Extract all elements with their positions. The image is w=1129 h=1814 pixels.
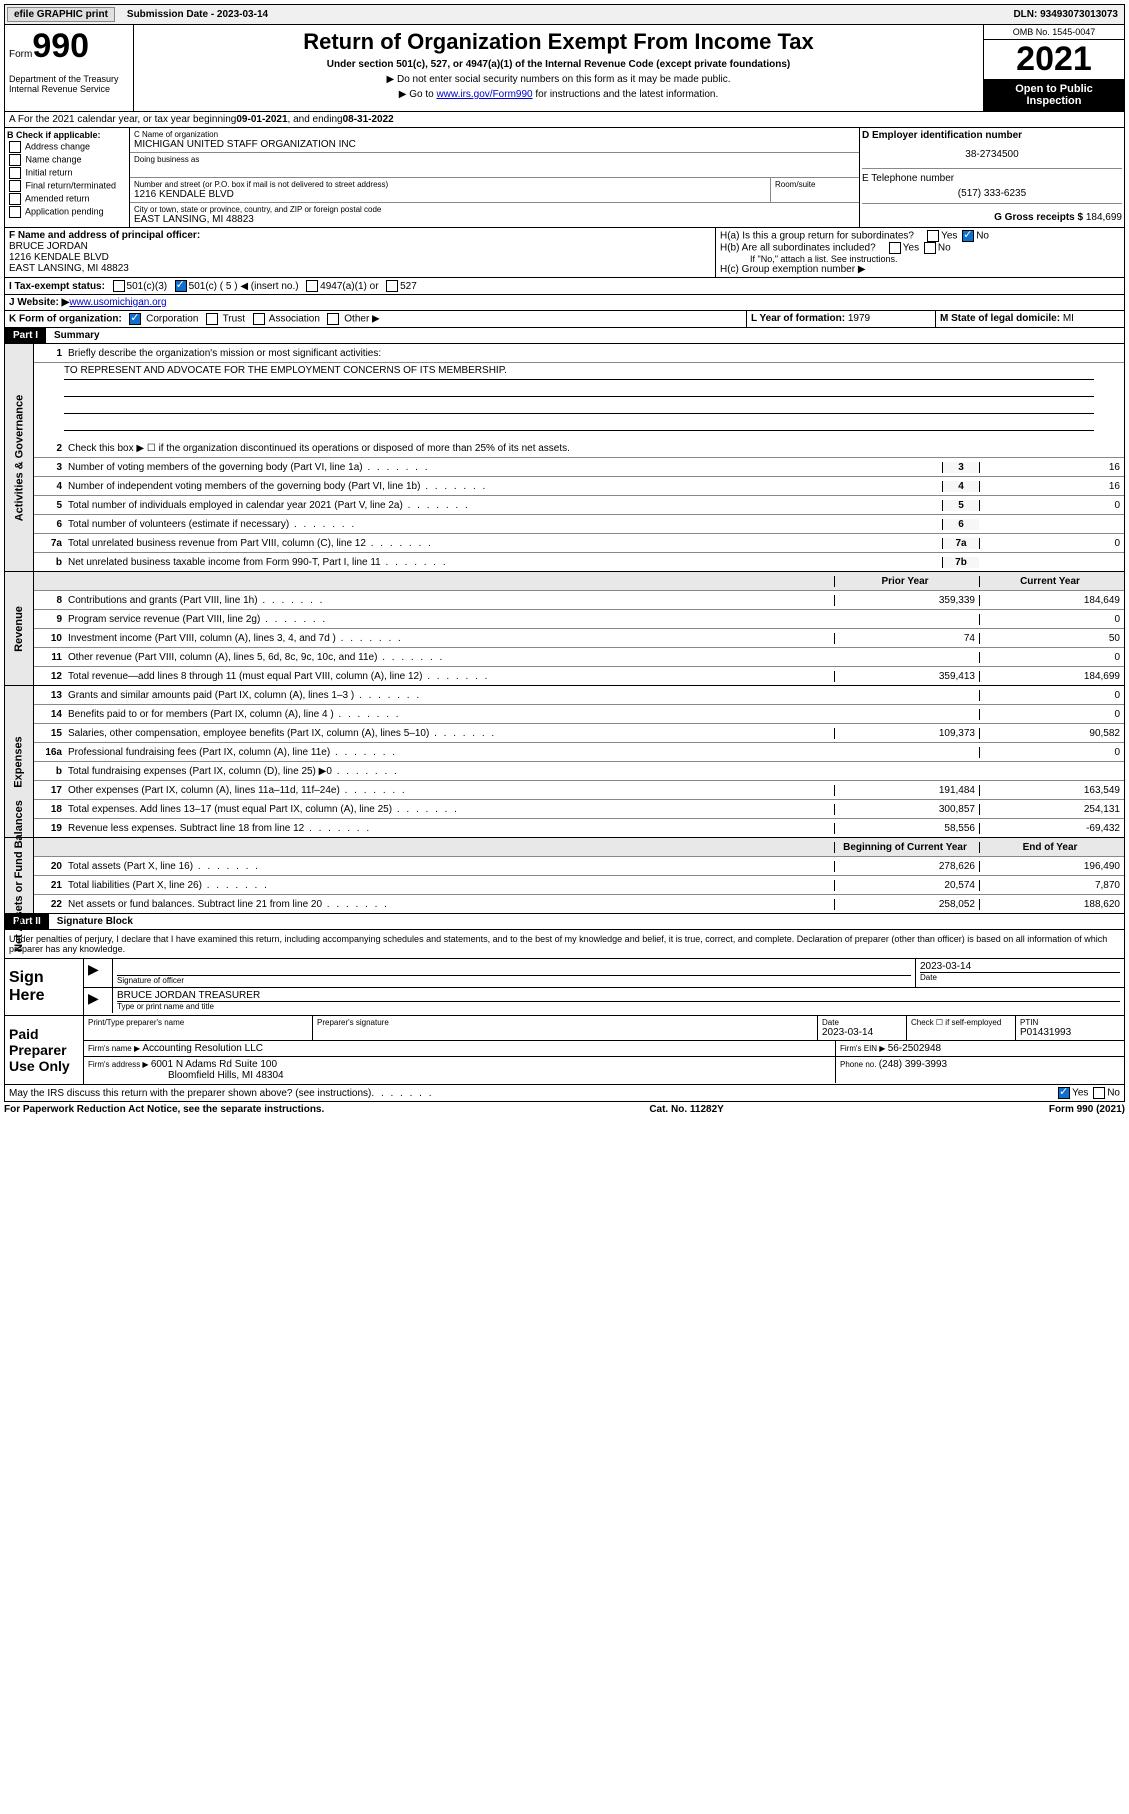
table-row: 7aTotal unrelated business revenue from …: [34, 534, 1124, 553]
irs-discuss-yes-checkbox[interactable]: [1058, 1087, 1070, 1099]
org-name: MICHIGAN UNITED STAFF ORGANIZATION INC: [134, 139, 855, 150]
ein-value: 38-2734500: [862, 141, 1122, 168]
declaration-text: Under penalties of perjury, I declare th…: [4, 930, 1125, 959]
table-row: 15Salaries, other compensation, employee…: [34, 724, 1124, 743]
year-box: OMB No. 1545-0047 2021 Open to Public In…: [983, 25, 1124, 111]
ein-phone-box: D Employer identification number 38-2734…: [859, 128, 1124, 227]
submission-date-label: Submission Date - 2023-03-14: [127, 9, 268, 20]
net-assets-section: Net Assets or Fund Balances Beginning of…: [4, 838, 1125, 914]
org-name-address: C Name of organization MICHIGAN UNITED S…: [130, 128, 859, 227]
tax-exempt-status-row: I Tax-exempt status: 501(c)(3) 501(c) ( …: [4, 278, 1125, 295]
table-row: 11Other revenue (Part VIII, column (A), …: [34, 648, 1124, 667]
identity-block: B Check if applicable: Address change Na…: [4, 128, 1125, 228]
arrow-icon: ▶: [84, 988, 113, 1013]
website-link[interactable]: www.usomichigan.org: [69, 297, 166, 308]
gross-receipts: 184,699: [1086, 212, 1122, 223]
amended-return-checkbox[interactable]: [9, 193, 21, 205]
may-irs-discuss-row: May the IRS discuss this return with the…: [4, 1085, 1125, 1102]
org-street: 1216 KENDALE BLVD: [134, 189, 766, 200]
preparer-phone: (248) 399-3993: [879, 1059, 947, 1070]
table-row: 13Grants and similar amounts paid (Part …: [34, 686, 1124, 705]
table-row: 22Net assets or fund balances. Subtract …: [34, 895, 1124, 913]
table-row: 21Total liabilities (Part X, line 26)20,…: [34, 876, 1124, 895]
table-row: 3Number of voting members of the governi…: [34, 458, 1124, 477]
table-row: 6Total number of volunteers (estimate if…: [34, 515, 1124, 534]
form-number-box: Form990 Department of the Treasury Inter…: [5, 25, 134, 111]
form-header: Form990 Department of the Treasury Inter…: [4, 25, 1125, 112]
top-toolbar: efile GRAPHIC print Submission Date - 20…: [4, 4, 1125, 25]
officer-group-row: F Name and address of principal officer:…: [4, 228, 1125, 278]
table-row: 10Investment income (Part VIII, column (…: [34, 629, 1124, 648]
arrow-icon: ▶: [84, 959, 113, 987]
table-row: bTotal fundraising expenses (Part IX, co…: [34, 762, 1124, 781]
table-row: 9Program service revenue (Part VIII, lin…: [34, 610, 1124, 629]
application-pending-checkbox[interactable]: [9, 206, 21, 218]
efile-print-button[interactable]: efile GRAPHIC print: [7, 7, 115, 22]
ptin-value: P01431993: [1020, 1027, 1120, 1038]
table-row: 20Total assets (Part X, line 16)278,6261…: [34, 857, 1124, 876]
table-row: 17Other expenses (Part IX, column (A), l…: [34, 781, 1124, 800]
group-return-no-checkbox[interactable]: [962, 230, 974, 242]
officer-name: BRUCE JORDAN TREASURER: [117, 990, 1120, 1002]
revenue-section: Revenue Prior YearCurrent Year 8Contribu…: [4, 572, 1125, 686]
sign-here-block: Sign Here ▶ Signature of officer 2023-03…: [4, 959, 1125, 1016]
table-row: 18Total expenses. Add lines 13–17 (must …: [34, 800, 1124, 819]
form-org-row: K Form of organization: Corporation Trus…: [4, 311, 1125, 328]
table-row: bNet unrelated business taxable income f…: [34, 553, 1124, 571]
paid-preparer-block: Paid Preparer Use Only Print/Type prepar…: [4, 1016, 1125, 1085]
mission-text: TO REPRESENT AND ADVOCATE FOR THE EMPLOY…: [64, 365, 1094, 380]
table-row: 4Number of independent voting members of…: [34, 477, 1124, 496]
applicable-checkboxes: B Check if applicable: Address change Na…: [5, 128, 130, 227]
tax-year-row: A For the 2021 calendar year, or tax yea…: [4, 112, 1125, 128]
table-row: 12Total revenue—add lines 8 through 11 (…: [34, 667, 1124, 685]
table-row: 16aProfessional fundraising fees (Part I…: [34, 743, 1124, 762]
irs-link[interactable]: www.irs.gov/Form990: [436, 89, 532, 100]
group-return-box: H(a) Is this a group return for subordin…: [715, 228, 1124, 277]
501c-checkbox[interactable]: [175, 280, 187, 292]
part1-header: Part I Summary: [4, 328, 1125, 344]
dln-value: DLN: 93493073013073: [1013, 9, 1122, 20]
form-title-box: Return of Organization Exempt From Incom…: [134, 25, 983, 111]
firm-name: Accounting Resolution LLC: [142, 1043, 263, 1054]
table-row: 14Benefits paid to or for members (Part …: [34, 705, 1124, 724]
corporation-checkbox[interactable]: [129, 313, 141, 325]
governance-section: Activities & Governance 1Briefly describ…: [4, 344, 1125, 572]
initial-return-checkbox[interactable]: [9, 167, 21, 179]
org-city: EAST LANSING, MI 48823: [134, 214, 855, 225]
principal-officer: F Name and address of principal officer:…: [5, 228, 715, 277]
table-row: 8Contributions and grants (Part VIII, li…: [34, 591, 1124, 610]
phone-value: (517) 333-6235: [862, 184, 1122, 203]
expenses-section: Expenses 13Grants and similar amounts pa…: [4, 686, 1125, 838]
website-row: J Website: ▶ www.usomichigan.org: [4, 295, 1125, 311]
part2-header: Part II Signature Block: [4, 914, 1125, 930]
firm-ein: 56-2502948: [888, 1043, 941, 1054]
table-row: 5Total number of individuals employed in…: [34, 496, 1124, 515]
final-return-checkbox[interactable]: [9, 180, 21, 192]
page-title: Return of Organization Exempt From Incom…: [138, 29, 979, 55]
table-row: 19Revenue less expenses. Subtract line 1…: [34, 819, 1124, 837]
address-change-checkbox[interactable]: [9, 141, 21, 153]
page-footer: For Paperwork Reduction Act Notice, see …: [4, 1102, 1125, 1117]
name-change-checkbox[interactable]: [9, 154, 21, 166]
dept-label: Department of the Treasury Internal Reve…: [9, 74, 129, 94]
